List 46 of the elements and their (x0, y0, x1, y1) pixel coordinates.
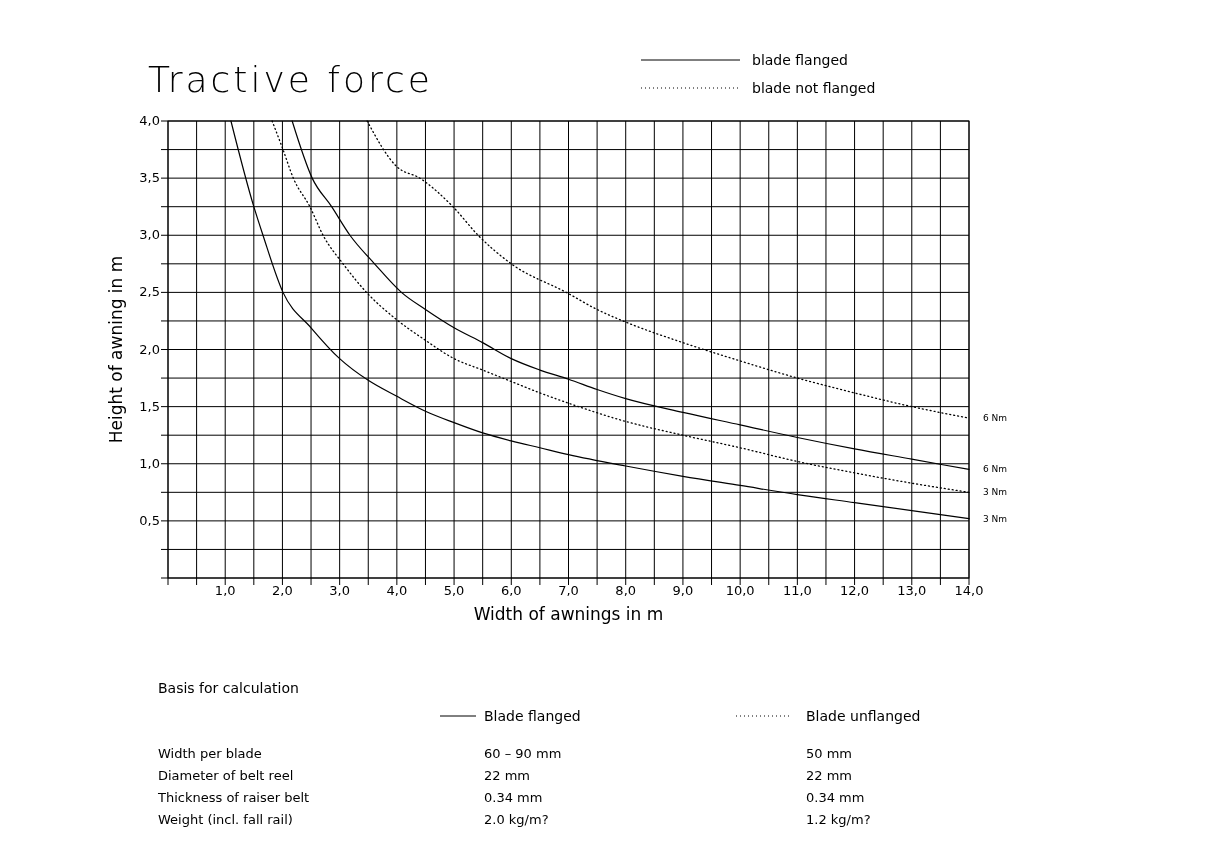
text: Thickness of raiser belt (157, 790, 310, 805)
x-tick-label: 13,0 (897, 583, 927, 598)
y-tick-label: 2,5 (139, 284, 160, 300)
y-axis-title: Height of awning in m (106, 255, 126, 444)
text: 1.2 kg/m? (806, 812, 871, 827)
text: 22 mm (484, 768, 531, 783)
y-tick-label: 3,5 (139, 170, 160, 186)
y-tick-label: 0,5 (139, 512, 160, 528)
x-tick-label: 6,0 (500, 583, 522, 598)
series-label: 3 Nm (983, 487, 1008, 498)
y-tick-label: 1,0 (139, 455, 160, 471)
chart-title: Tractive force (148, 59, 434, 100)
x-tick-label: 11,0 (782, 583, 812, 598)
text: Basis for calculation (158, 680, 299, 696)
text: Width per blade (158, 746, 262, 761)
x-tick-label: 2,0 (272, 583, 293, 598)
x-axis-title: Width of awnings in m (473, 604, 664, 624)
text: 2.0 kg/m? (484, 812, 549, 827)
x-tick-label: 8,0 (615, 583, 637, 598)
text: blade flanged (752, 52, 848, 68)
x-tick-label: 12,0 (840, 583, 870, 598)
text: Weight (incl. fall rail) (158, 812, 293, 827)
text: 60 – 90 mm (484, 746, 562, 761)
text: 0.34 mm (484, 790, 543, 805)
y-tick-label: 4,0 (139, 113, 160, 128)
text: Blade unflanged (806, 708, 921, 724)
text: 0.34 mm (806, 790, 865, 805)
x-tick-label: 7,0 (558, 583, 579, 598)
text: 50 mm (806, 746, 853, 761)
x-tick-label: 5,0 (443, 583, 465, 598)
text: blade not flanged (752, 80, 876, 96)
series-label: 6 Nm (983, 464, 1008, 475)
x-tick-label: 4,0 (386, 583, 408, 598)
x-tick-label: 9,0 (672, 583, 694, 598)
x-tick-label: 3,0 (329, 583, 350, 598)
text: Diameter of belt reel (158, 768, 294, 783)
text: Blade flanged (484, 708, 581, 724)
text: 22 mm (806, 768, 853, 783)
x-tick-label: 10,0 (725, 583, 755, 598)
series-label: 3 Nm (983, 513, 1008, 524)
y-tick-label: 1,5 (139, 398, 160, 414)
y-tick-label: 3,0 (139, 227, 160, 243)
series-label: 6 Nm (983, 413, 1008, 424)
x-tick-label: 1,0 (214, 583, 236, 598)
x-tick-label: 14,0 (954, 583, 984, 598)
y-tick-label: 2,0 (139, 341, 160, 357)
